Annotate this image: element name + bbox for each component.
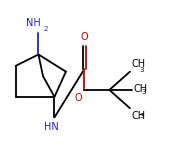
Text: HN: HN (44, 122, 58, 132)
Text: CH: CH (131, 111, 145, 121)
Text: 3: 3 (142, 89, 146, 95)
Text: NH: NH (26, 18, 41, 28)
Text: CH: CH (133, 84, 148, 94)
Text: 3: 3 (139, 67, 144, 73)
Text: O: O (80, 32, 88, 42)
Text: 3: 3 (139, 113, 144, 119)
Text: 2: 2 (43, 26, 48, 32)
Text: CH: CH (131, 59, 145, 69)
Text: O: O (75, 93, 82, 103)
